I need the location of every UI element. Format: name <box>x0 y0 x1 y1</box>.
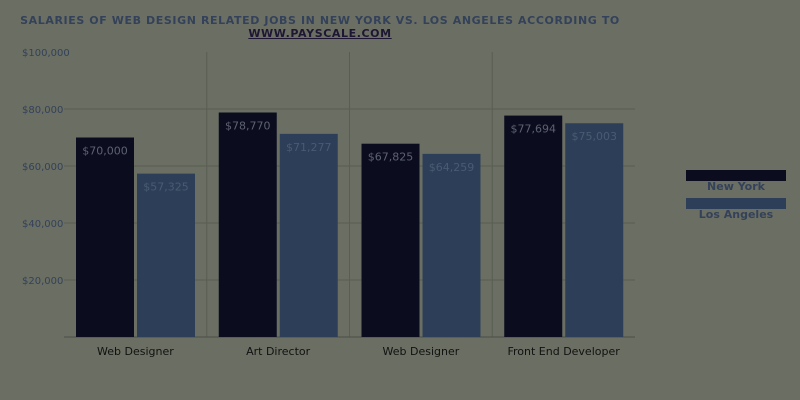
bar-los-angeles <box>279 133 338 337</box>
bar-los-angeles <box>137 173 195 337</box>
bar-new-york <box>76 137 134 337</box>
x-tick-label: Front End Developer <box>507 345 620 358</box>
legend-label-los-angeles: Los Angeles <box>698 208 774 221</box>
legend-swatch-los-angeles <box>686 198 786 209</box>
data-label: $78,770 <box>225 120 271 133</box>
bar-los-angeles <box>422 153 481 337</box>
legend-swatch-new-york <box>686 170 786 181</box>
data-label: $77,694 <box>511 123 557 136</box>
data-label: $64,259 <box>429 161 475 174</box>
data-label: $70,000 <box>82 145 128 158</box>
x-tick-label: Web Designer <box>383 345 460 358</box>
payscale-link[interactable]: WWW.PAYSCALE.COM <box>248 27 392 40</box>
data-label: $57,325 <box>143 181 189 194</box>
x-tick-label: Web Designer <box>97 345 174 358</box>
x-tick-label: Art Director <box>246 345 311 358</box>
chart-title: SALARIES OF WEB DESIGN RELATED JOBS IN N… <box>20 14 620 40</box>
title-text: SALARIES OF WEB DESIGN RELATED JOBS IN N… <box>20 14 620 27</box>
data-label: $75,003 <box>572 130 618 143</box>
bar-new-york <box>361 143 420 337</box>
bar-new-york <box>504 115 563 337</box>
y-tick-label: $60,000 <box>22 162 63 173</box>
y-tick-label: $80,000 <box>22 105 63 116</box>
bar-los-angeles <box>565 123 624 337</box>
y-tick-label: $100,000 <box>22 48 70 59</box>
y-tick-label: $20,000 <box>22 276 63 287</box>
legend-label-new-york: New York <box>707 180 765 193</box>
y-tick-label: $40,000 <box>22 219 63 230</box>
data-label: $67,825 <box>368 151 414 164</box>
data-label: $71,277 <box>286 141 332 154</box>
bar-new-york <box>218 112 277 338</box>
